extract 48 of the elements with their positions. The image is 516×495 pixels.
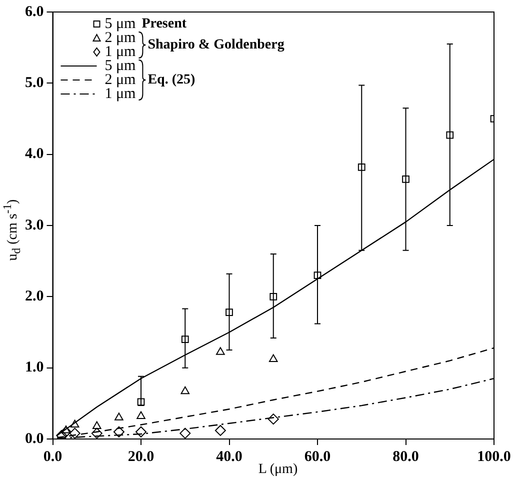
x-axis-title: L (μm) [258,462,298,477]
annotation: Shapiro & Goldenberg [148,38,284,53]
x-tick-label: 0.0 [43,448,62,465]
y-tick-label: 1.0 [25,360,44,376]
y-tick-label: 4.0 [25,146,44,162]
y-tick-label: 0.0 [25,430,44,447]
y-tick-label: 3.0 [25,217,44,234]
point [181,336,189,344]
point [268,414,279,425]
y-tick-label: 5.0 [25,75,44,92]
point [402,176,410,183]
x-tick-label: 100.0 [477,448,511,465]
point [114,412,124,420]
point [70,420,80,428]
y-tick-label: 6.0 [25,4,44,20]
point [60,426,72,438]
y-tick-label: 2.0 [25,288,44,305]
legend-label: 5 μm [104,58,136,74]
point [216,347,225,355]
point [180,386,190,394]
x-tick-label: 20.0 [128,448,154,465]
x-tick-label: 60.0 [304,448,331,465]
point [136,411,146,419]
point [92,421,102,429]
point [91,428,102,439]
point [314,272,322,279]
legend-label: 2 μm [104,72,136,88]
x-tick-label: 40.0 [216,448,242,465]
legend-label: 5 μm [104,16,136,32]
point [270,292,278,300]
x-tick-label: 80.0 [392,448,419,465]
point [358,163,366,171]
legend-label: 2 μm [104,30,136,46]
point [180,428,191,439]
point [136,426,146,438]
point [226,308,233,316]
annotation: Present [142,16,187,32]
point [56,430,68,439]
point [268,354,278,362]
point [113,426,124,438]
point [69,428,80,439]
annotation: Eq. (25) [148,72,196,88]
point [214,424,226,436]
point [446,131,454,139]
point [137,398,145,406]
legend-label: 1 μm [104,86,136,102]
point [62,425,70,434]
legend-label: 1 μm [104,44,136,60]
